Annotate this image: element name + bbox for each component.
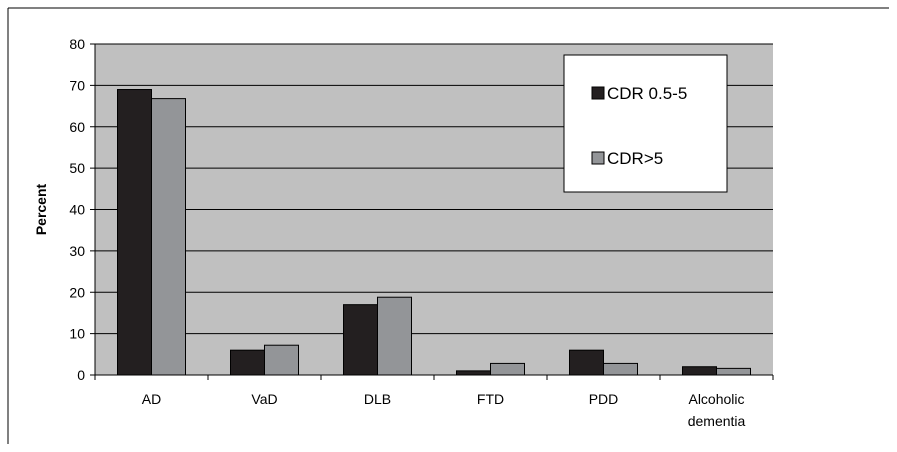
y-tick-label-10: 10: [69, 326, 85, 342]
y-tick-label-50: 50: [69, 160, 85, 176]
bar-cdr-0-5-5-5: [682, 366, 717, 376]
bar-cdr-0-5-5-2: [343, 304, 378, 376]
bar-cdr-0-5-5-4: [569, 349, 604, 376]
y-tick-label-30: 30: [69, 243, 85, 259]
y-tick-label-80: 80: [69, 36, 85, 52]
bars: [117, 89, 751, 376]
y-axis-title: Percent: [33, 183, 49, 235]
x-tick-label-2: DLB: [364, 391, 391, 407]
y-tick-label-0: 0: [77, 367, 85, 383]
legend-swatch-1: [591, 151, 605, 165]
x-tick-label-1: VaD: [251, 391, 277, 407]
bar-cdr-0-5-5-3: [456, 370, 491, 376]
y-tick-label-70: 70: [69, 77, 85, 93]
chart-frame: [7, 7, 889, 444]
bar-cdr-0-5-5-0: [117, 89, 152, 376]
x-tick-label-5: Alcoholic dementia: [688, 391, 746, 429]
legend: CDR 0.5-5 CDR>5: [563, 54, 728, 193]
axes: [90, 43, 774, 380]
y-tick-labels: 0 10 20 30 40 50 60 70 80: [69, 36, 85, 383]
bar-cdr-gt-5-5: [716, 367, 751, 376]
legend-label-0: CDR 0.5-5: [607, 84, 687, 103]
x-tick-labels: AD VaD DLB FTD PDD Alcoholic dementia: [142, 391, 746, 429]
x-tick-label-0: AD: [142, 391, 161, 407]
x-tick-label-4: PDD: [589, 391, 619, 407]
y-tick-label-40: 40: [69, 202, 85, 218]
y-tick-label-60: 60: [69, 119, 85, 135]
legend-label-1: CDR>5: [607, 149, 663, 168]
bar-cdr-gt-5-4: [603, 362, 638, 376]
legend-box: [563, 54, 728, 193]
x-tick-label-3: FTD: [477, 391, 504, 407]
legend-swatch-0: [591, 86, 605, 100]
bar-cdr-gt-5-3: [490, 362, 525, 376]
bar-cdr-gt-5-0: [151, 98, 186, 376]
bar-cdr-gt-5-1: [264, 344, 299, 376]
bar-cdr-gt-5-2: [377, 296, 412, 376]
y-tick-label-20: 20: [69, 284, 85, 300]
bar-cdr-0-5-5-1: [230, 349, 265, 376]
